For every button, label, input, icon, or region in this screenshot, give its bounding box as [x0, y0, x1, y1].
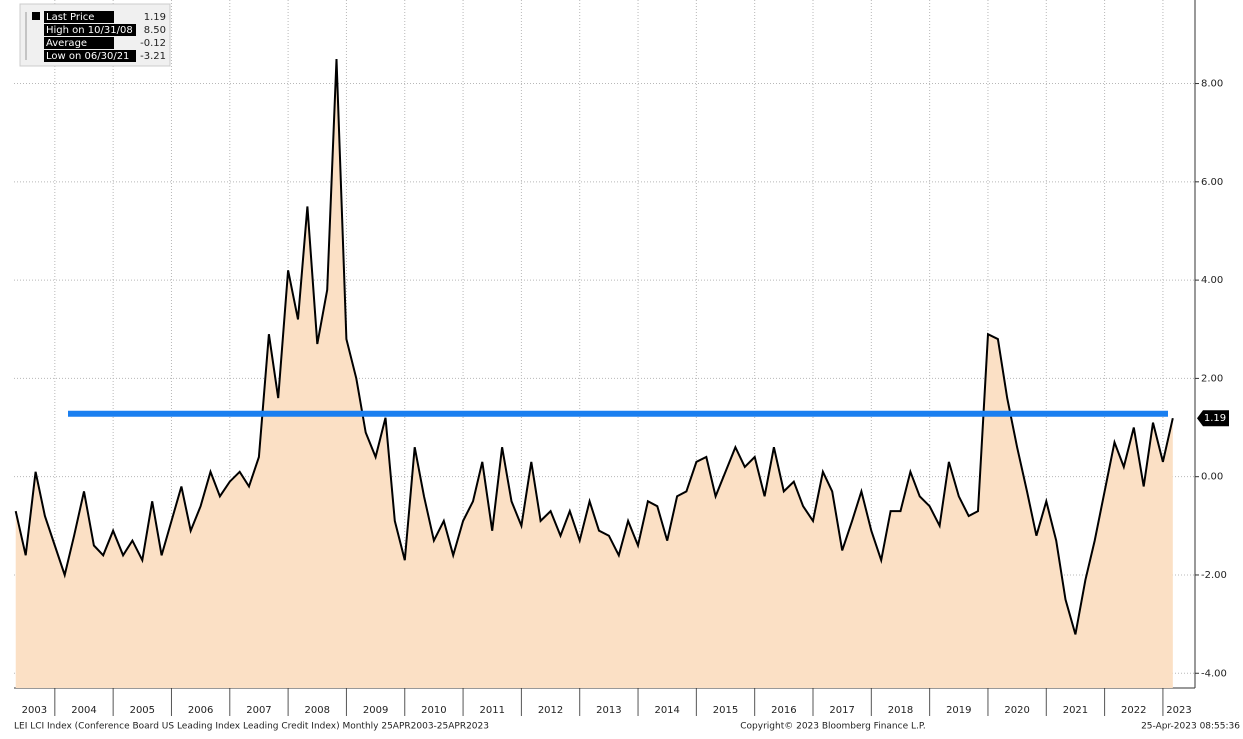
line: [14, 58, 1174, 635]
y-tick-label: -4.00: [1201, 668, 1227, 679]
x-tick-label: 2015: [713, 705, 738, 716]
x-tick-label: 2010: [421, 705, 446, 716]
x-tick-label: 2013: [596, 705, 621, 716]
x-tick-label: 2011: [480, 705, 505, 716]
y-tick-label: 6.00: [1201, 177, 1223, 188]
x-tick-label: 2019: [946, 705, 971, 716]
legend-label: Last Price: [46, 12, 94, 23]
y-tick-label: 8.00: [1201, 79, 1223, 90]
x-tick-label: 2008: [305, 705, 330, 716]
legend-value: 8.50: [144, 25, 166, 36]
last-value-tag-bg: [1197, 410, 1229, 427]
legend-swatch: [32, 12, 40, 20]
footer-center: Copyright© 2023 Bloomberg Finance L.P.: [740, 722, 925, 732]
x-tick-label: 2006: [188, 705, 213, 716]
area: [15, 59, 1173, 688]
legend-value: -0.12: [140, 38, 166, 49]
legend-label: Average: [46, 38, 87, 49]
legend-label: Low on 06/30/21: [46, 51, 129, 62]
x-tick-label: 2022: [1121, 705, 1146, 716]
legend: Last Price 1.19 High on 10/31/08 8.50 Averag…: [19, 3, 171, 67]
y-tick-label: 4.00: [1201, 275, 1223, 286]
x-tick-label: 2012: [538, 705, 563, 716]
legend-label-bg: [44, 50, 136, 62]
x-tick-label: 2014: [654, 705, 679, 716]
legend-label-bg: [44, 24, 136, 36]
x-tick-label: 2023: [1166, 705, 1191, 716]
x-tick-label: 2021: [1063, 705, 1088, 716]
x-tick-label: 2003: [22, 705, 47, 716]
x-tick-label: 2017: [829, 705, 854, 716]
legend-value: 1.19: [144, 12, 166, 23]
last-value-tag: 1.19: [1204, 413, 1226, 424]
x-tick-label: 2020: [1004, 705, 1029, 716]
legend-value: -3.21: [140, 51, 166, 62]
footer-right: 25-Apr-2023 08:55:36: [1141, 722, 1240, 732]
x-tick-label: 2004: [71, 705, 96, 716]
y-tick-label: 0.00: [1201, 472, 1223, 483]
x-tick-label: 2005: [130, 705, 155, 716]
legend-label: High on 10/31/08: [46, 25, 133, 36]
x-tick-label: 2018: [888, 705, 913, 716]
legend-label-bg: [44, 11, 114, 23]
x-tick-label: 2007: [246, 705, 271, 716]
legend-label-bg: [44, 37, 114, 49]
y-tick-label: -2.00: [1201, 570, 1227, 581]
x-tick-label: 2016: [771, 705, 796, 716]
y-tick-label: 2.00: [1201, 373, 1223, 384]
x-tick-label: 2009: [363, 705, 388, 716]
footer-left: LEI LCI Index (Conference Board US Leadi…: [14, 722, 489, 732]
